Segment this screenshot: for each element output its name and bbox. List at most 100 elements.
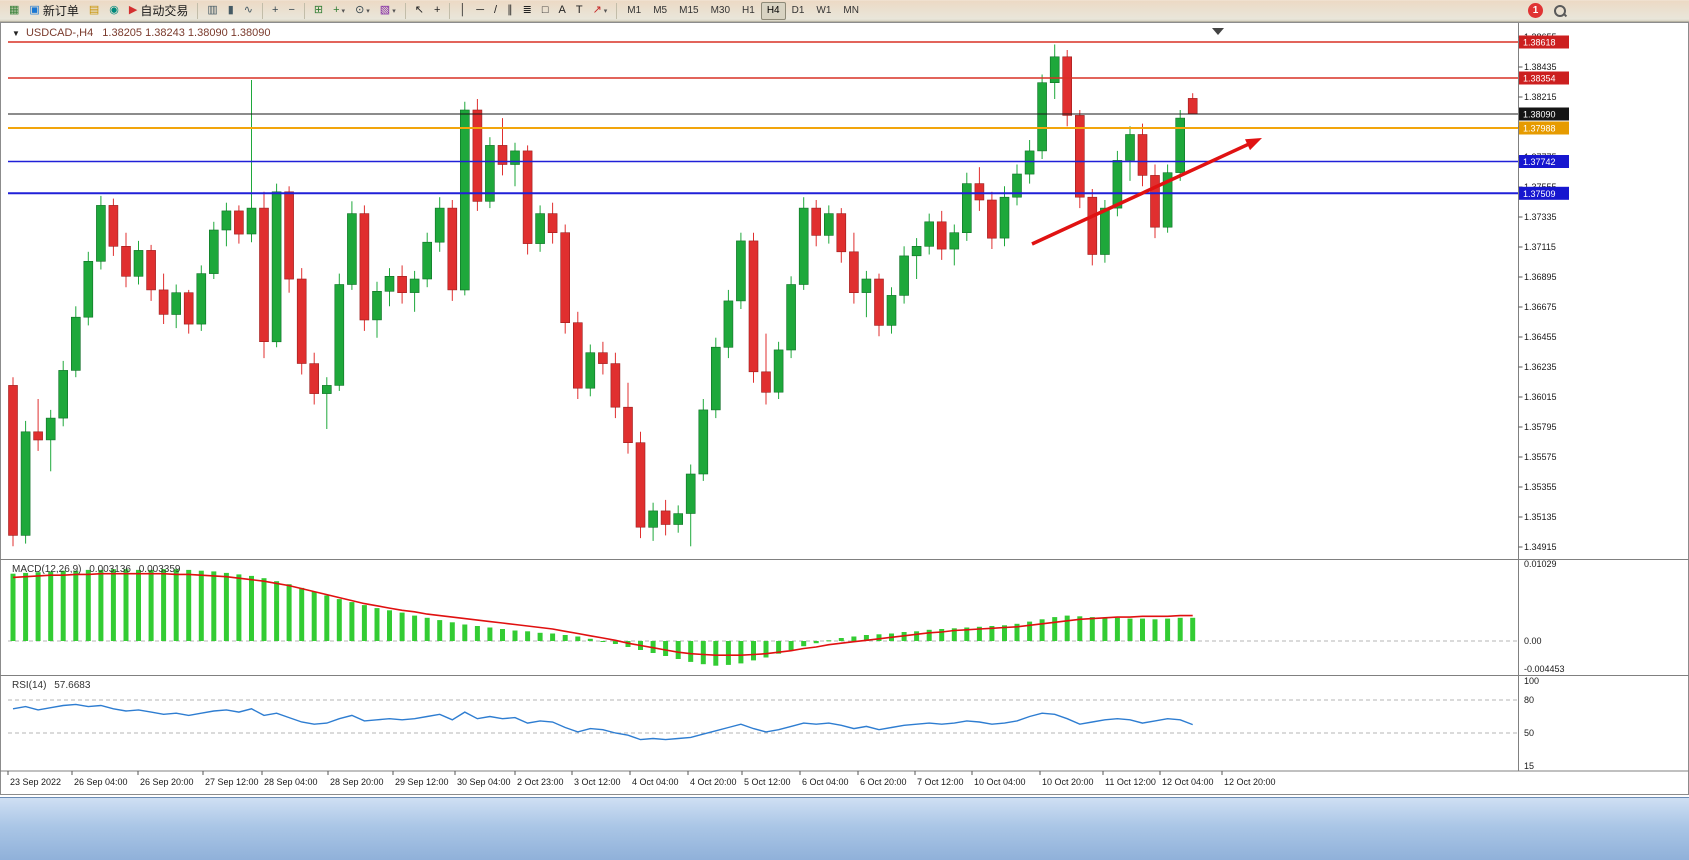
svg-text:1.37988: 1.37988 xyxy=(1523,124,1556,134)
svg-text:0.01029: 0.01029 xyxy=(1524,559,1557,569)
main-toolbar: ▦ ▣ 新订单 ▤ ◉ ▶ 自动交易 ▥ ▮ ∿ + − ⊞ + ▾ ⊙ ▾ ▧ ▾ ↖ + │ ─ / ∥ ≣ □ A T ↗ ▾ M1 M5… xyxy=(0,0,1689,22)
svg-text:1.38435: 1.38435 xyxy=(1524,62,1557,72)
rsi-axis: 100 80 50 15 xyxy=(1524,676,1539,771)
candlestick-series xyxy=(8,44,1198,547)
templates-icon: ▧ xyxy=(379,4,391,16)
shapes-button[interactable]: □ xyxy=(538,1,553,20)
vertical-line-button[interactable]: │ xyxy=(455,1,470,20)
indicators-button[interactable]: + ▾ xyxy=(329,1,349,20)
cursor-icon: ↖ xyxy=(414,4,424,16)
bar-chart-button[interactable]: ▥ xyxy=(203,1,221,20)
trend-arrow-annotation[interactable] xyxy=(1031,138,1262,246)
text-label-icon: T xyxy=(575,4,583,16)
macd-signal-value: 0.003359 xyxy=(138,564,181,575)
line-chart-icon: ∿ xyxy=(243,4,254,16)
horizontal-line-icon: ─ xyxy=(476,4,485,16)
macd-name: MACD(12,26,9) xyxy=(12,564,82,575)
equidistant-channel-button[interactable]: ∥ xyxy=(503,1,517,20)
chart-canvas[interactable]: 1.386551.384351.382151.379951.377751.375… xyxy=(0,22,1689,797)
fibonacci-button[interactable]: ≣ xyxy=(519,1,536,20)
macd-indicator-label: MACD(12,26,9) 0.003136 0.003359 xyxy=(12,564,180,575)
timeframe-h1-button[interactable]: H1 xyxy=(736,2,761,20)
notification-badge[interactable]: 1 xyxy=(1528,3,1543,18)
text-button[interactable]: A xyxy=(554,1,569,20)
chart-shift-marker[interactable] xyxy=(1212,28,1224,35)
svg-text:1.35575: 1.35575 xyxy=(1524,452,1557,462)
indicators-icon: + xyxy=(333,4,340,16)
zoom-in-icon: + xyxy=(272,4,279,16)
chevron-down-icon: ▾ xyxy=(603,7,608,15)
cursor-button[interactable]: ↖ xyxy=(411,1,428,20)
horizontal-line-button[interactable]: ─ xyxy=(472,1,488,20)
svg-text:3 Oct 12:00: 3 Oct 12:00 xyxy=(574,777,621,787)
new-chart-button[interactable]: ▦ xyxy=(5,1,23,20)
zoom-in-button[interactable]: + xyxy=(268,1,282,20)
svg-text:1.36455: 1.36455 xyxy=(1524,332,1557,342)
time-axis[interactable]: 23 Sep 2022 26 Sep 04:00 26 Sep 20:00 27 Se… xyxy=(7,771,1276,787)
text-label-button[interactable]: T xyxy=(572,1,587,20)
macd-signal-line xyxy=(12,572,1193,657)
auto-trading-button[interactable]: ▶ 自动交易 xyxy=(125,1,192,20)
chart-ohlc-values: 1.38205 1.38243 1.38090 1.38090 xyxy=(102,27,271,39)
toolbar-separator xyxy=(197,2,199,19)
svg-text:10 Oct 20:00: 10 Oct 20:00 xyxy=(1042,777,1094,787)
candlestick-chart-icon: ▮ xyxy=(227,4,234,16)
svg-text:12 Oct 20:00: 12 Oct 20:00 xyxy=(1224,777,1276,787)
svg-text:1.37742: 1.37742 xyxy=(1523,157,1556,167)
svg-text:15: 15 xyxy=(1524,761,1534,771)
svg-text:0.00: 0.00 xyxy=(1524,636,1542,646)
timeframe-mn-button[interactable]: MN xyxy=(837,2,865,20)
svg-text:1.38090: 1.38090 xyxy=(1523,110,1556,120)
new-chart-icon: ▦ xyxy=(9,4,20,16)
chart-menu-icon[interactable]: ▼ xyxy=(12,29,20,38)
chevron-down-icon: ▾ xyxy=(341,7,346,15)
profiles-icon: ▤ xyxy=(88,4,100,16)
arrows-button[interactable]: ↗ ▾ xyxy=(589,1,612,20)
trendline-button[interactable]: / xyxy=(490,1,501,20)
zoom-out-button[interactable]: − xyxy=(284,1,298,20)
candlestick-chart-button[interactable]: ▮ xyxy=(224,1,238,20)
crosshair-button[interactable]: + xyxy=(430,1,444,20)
svg-text:30 Sep 04:00: 30 Sep 04:00 xyxy=(457,777,511,787)
tile-windows-button[interactable]: ⊞ xyxy=(310,1,327,20)
rsi-value: 57.6683 xyxy=(54,680,91,691)
fibonacci-icon: ≣ xyxy=(522,4,532,16)
trendline-icon: / xyxy=(494,4,498,16)
toolbar-separator xyxy=(449,2,451,19)
chevron-down-icon: ▾ xyxy=(366,7,370,15)
templates-button[interactable]: ▧ ▾ xyxy=(376,1,400,20)
svg-text:1.37509: 1.37509 xyxy=(1523,189,1556,199)
rsi-line xyxy=(12,703,1193,741)
svg-text:1.38215: 1.38215 xyxy=(1524,92,1557,102)
new-order-button[interactable]: ▣ 新订单 xyxy=(25,1,82,20)
timeframe-m5-button[interactable]: M5 xyxy=(647,2,673,20)
svg-text:4 Oct 20:00: 4 Oct 20:00 xyxy=(690,777,737,787)
svg-text:1.37115: 1.37115 xyxy=(1524,242,1556,252)
timeframe-w1-button[interactable]: W1 xyxy=(810,2,837,20)
timeframe-m30-button[interactable]: M30 xyxy=(705,2,736,20)
svg-text:29 Sep 12:00: 29 Sep 12:00 xyxy=(395,777,449,787)
new-order-label: 新订单 xyxy=(42,4,79,18)
timeframe-d1-button[interactable]: D1 xyxy=(786,2,811,20)
svg-text:50: 50 xyxy=(1524,728,1534,738)
periods-icon: ⊙ xyxy=(355,4,365,16)
svg-text:28 Sep 04:00: 28 Sep 04:00 xyxy=(264,777,318,787)
timeframe-h4-button[interactable]: H4 xyxy=(760,1,786,20)
svg-text:23 Sep 2022: 23 Sep 2022 xyxy=(10,777,61,787)
svg-text:2 Oct 23:00: 2 Oct 23:00 xyxy=(517,777,564,787)
svg-text:7 Oct 12:00: 7 Oct 12:00 xyxy=(917,777,964,787)
chart-title: ▼ USDCAD-,H4 1.38205 1.38243 1.38090 1.3… xyxy=(12,27,271,39)
timeframe-m15-button[interactable]: M15 xyxy=(673,2,704,20)
auto-trading-label: 自动交易 xyxy=(140,4,189,18)
market-watch-button[interactable]: ◉ xyxy=(105,1,123,20)
line-chart-button[interactable]: ∿ xyxy=(240,1,257,20)
vertical-line-icon: │ xyxy=(459,4,467,16)
timeframe-m1-button[interactable]: M1 xyxy=(621,2,647,20)
svg-text:1.37335: 1.37335 xyxy=(1524,212,1557,222)
profiles-button[interactable]: ▤ xyxy=(85,1,103,20)
zoom-out-icon: − xyxy=(288,4,295,16)
search-icon[interactable] xyxy=(1553,4,1567,18)
periods-button[interactable]: ⊙ ▾ xyxy=(351,1,374,20)
svg-text:5 Oct 12:00: 5 Oct 12:00 xyxy=(744,777,791,787)
